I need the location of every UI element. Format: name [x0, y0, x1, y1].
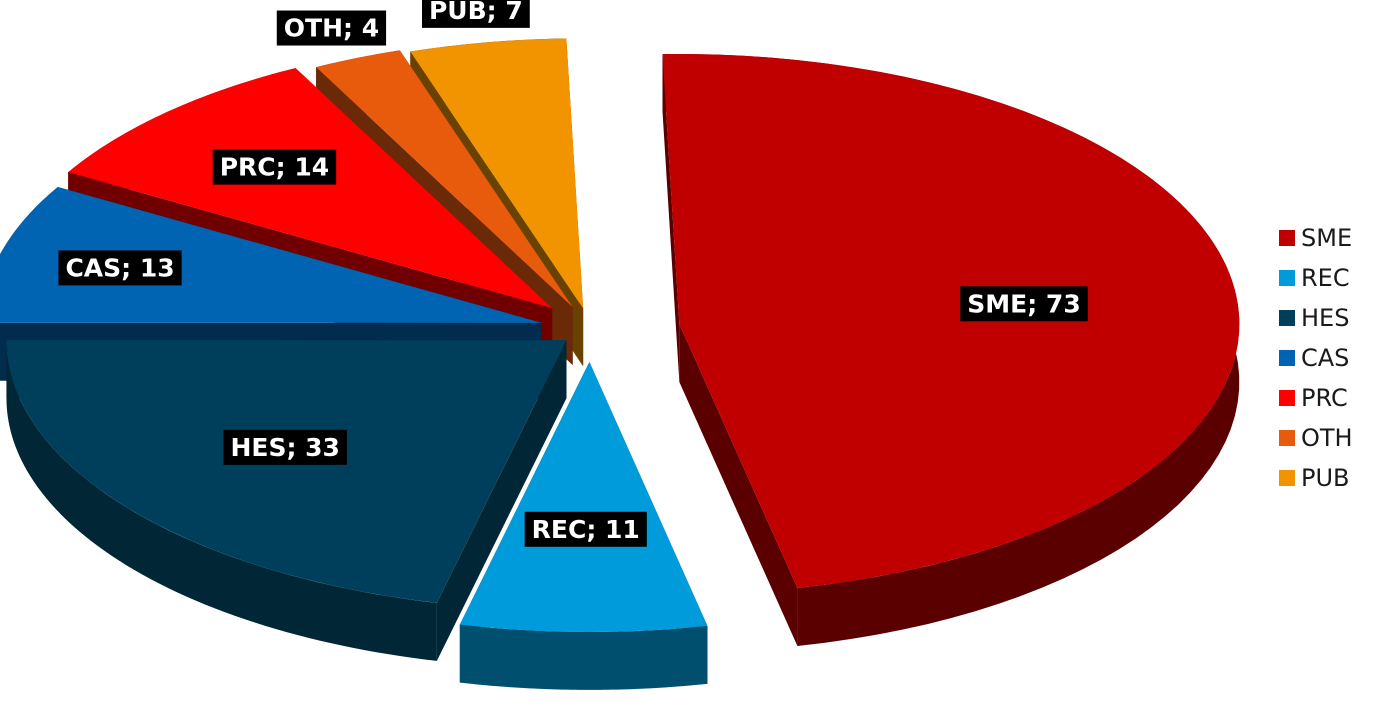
legend-item-prc: PRC [1279, 384, 1348, 412]
legend-item-rec: REC [1279, 264, 1350, 292]
legend-item-pub: PUB [1279, 464, 1350, 492]
data-label-cas: CAS; 13 [58, 250, 182, 286]
data-label-text-prc: PRC; 14 [220, 153, 329, 182]
pie-slices [0, 38, 1240, 690]
data-label-box-cas [58, 250, 182, 286]
data-label-text-cas: CAS; 13 [65, 253, 174, 282]
data-label-box-rec [524, 511, 647, 547]
data-label-box-hes [223, 429, 347, 465]
data-label-rec: REC; 11 [524, 511, 647, 547]
legend: SME REC HES CAS PRC OTH PUB [1279, 224, 1353, 492]
data-label-pub: PUB; 7 [421, 0, 530, 28]
legend-swatch-hes [1279, 310, 1295, 326]
legend-item-cas: CAS [1279, 344, 1349, 372]
data-labels: SME; 73 REC; 11 HES; 33 CAS; 13 PRC; 14 OTH; … [58, 0, 1088, 547]
data-label-text-sme: SME; 73 [967, 289, 1080, 318]
legend-swatch-oth [1279, 430, 1295, 446]
pie-slice-rec [459, 361, 708, 690]
legend-label-hes: HES [1301, 304, 1349, 332]
legend-label-cas: CAS [1301, 344, 1349, 372]
data-label-box-oth [276, 10, 387, 46]
pie-slice-sme [662, 54, 1240, 646]
legend-item-hes: HES [1279, 304, 1349, 332]
legend-swatch-rec [1279, 270, 1295, 286]
data-label-box-sme [960, 286, 1088, 322]
data-label-prc: PRC; 14 [212, 149, 337, 185]
legend-swatch-pub [1279, 470, 1295, 486]
data-label-hes: HES; 33 [223, 429, 347, 465]
data-label-oth: OTH; 4 [276, 10, 387, 46]
legend-item-oth: OTH [1279, 424, 1353, 452]
data-label-box-prc [212, 149, 337, 185]
legend-label-pub: PUB [1301, 464, 1350, 492]
data-label-text-hes: HES; 33 [230, 433, 340, 462]
data-label-text-oth: OTH; 4 [284, 14, 379, 43]
data-label-sme: SME; 73 [960, 286, 1088, 322]
legend-swatch-cas [1279, 350, 1295, 366]
data-label-text-pub: PUB; 7 [429, 0, 523, 25]
data-label-text-rec: REC; 11 [532, 515, 640, 544]
legend-label-prc: PRC [1301, 384, 1348, 412]
legend-label-sme: SME [1301, 224, 1352, 252]
legend-swatch-prc [1279, 390, 1295, 406]
legend-swatch-sme [1279, 230, 1295, 246]
legend-item-sme: SME [1279, 224, 1352, 252]
legend-label-oth: OTH [1301, 424, 1353, 452]
legend-label-rec: REC [1301, 264, 1350, 292]
data-label-box-pub [421, 0, 530, 28]
pie-slice-hes [6, 340, 567, 661]
